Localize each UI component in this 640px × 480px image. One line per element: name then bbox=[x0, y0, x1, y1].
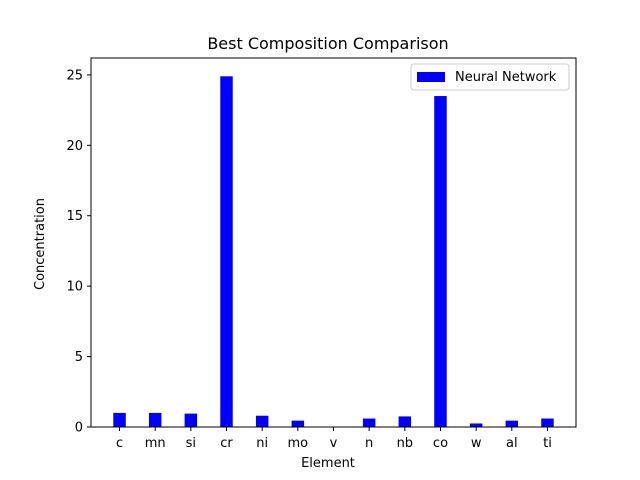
bar-mo bbox=[291, 420, 305, 427]
y-tick-label-15: 15 bbox=[66, 209, 83, 224]
bar-w bbox=[469, 423, 483, 427]
x-tick-label-ti: ti bbox=[543, 436, 552, 451]
y-axis-label: Concentration bbox=[33, 198, 48, 290]
y-tick-label-5: 5 bbox=[75, 350, 83, 365]
x-tick-label-cr: cr bbox=[220, 436, 233, 451]
bar-c bbox=[113, 412, 126, 427]
x-tick-label-n: n bbox=[365, 436, 373, 451]
x-tick-label-ni: ni bbox=[256, 436, 268, 451]
bar-si bbox=[184, 413, 198, 427]
x-tick-label-nb: nb bbox=[397, 436, 414, 451]
y-tick-label-25: 25 bbox=[66, 68, 83, 83]
x-tick-label-al: al bbox=[506, 436, 518, 451]
bar-cr bbox=[220, 76, 233, 427]
plot-area: c mn si cr ni mo v n nb co w al ti 0 5 10 15 20 25 bbox=[66, 57, 577, 451]
x-tick-label-v: v bbox=[330, 436, 338, 451]
y-tick-label-20: 20 bbox=[66, 139, 83, 154]
x-tick-label-co: co bbox=[433, 436, 448, 451]
chart-title: Best Composition Comparison bbox=[207, 34, 448, 53]
bar-co bbox=[434, 96, 447, 427]
y-tick-label-0: 0 bbox=[75, 421, 83, 436]
bar-n bbox=[362, 418, 376, 427]
legend-box bbox=[410, 63, 570, 91]
x-tick-label-mn: mn bbox=[145, 436, 166, 451]
legend-label: Neural Network bbox=[455, 70, 557, 85]
legend-swatch bbox=[417, 72, 445, 82]
x-tick-label-mo: mo bbox=[288, 436, 309, 451]
bar-nb bbox=[398, 416, 412, 427]
legend: Neural Network bbox=[410, 63, 570, 91]
bar-al bbox=[505, 420, 519, 427]
x-tick-label-si: si bbox=[186, 436, 196, 451]
x-axis-label: Element bbox=[301, 456, 355, 471]
bar-mn bbox=[148, 412, 162, 427]
x-tick-label-w: w bbox=[471, 436, 482, 451]
x-tick-label-c: c bbox=[116, 436, 123, 451]
y-tick-label-10: 10 bbox=[66, 280, 83, 295]
bar-ni bbox=[255, 415, 269, 427]
bar-ti bbox=[541, 418, 554, 427]
